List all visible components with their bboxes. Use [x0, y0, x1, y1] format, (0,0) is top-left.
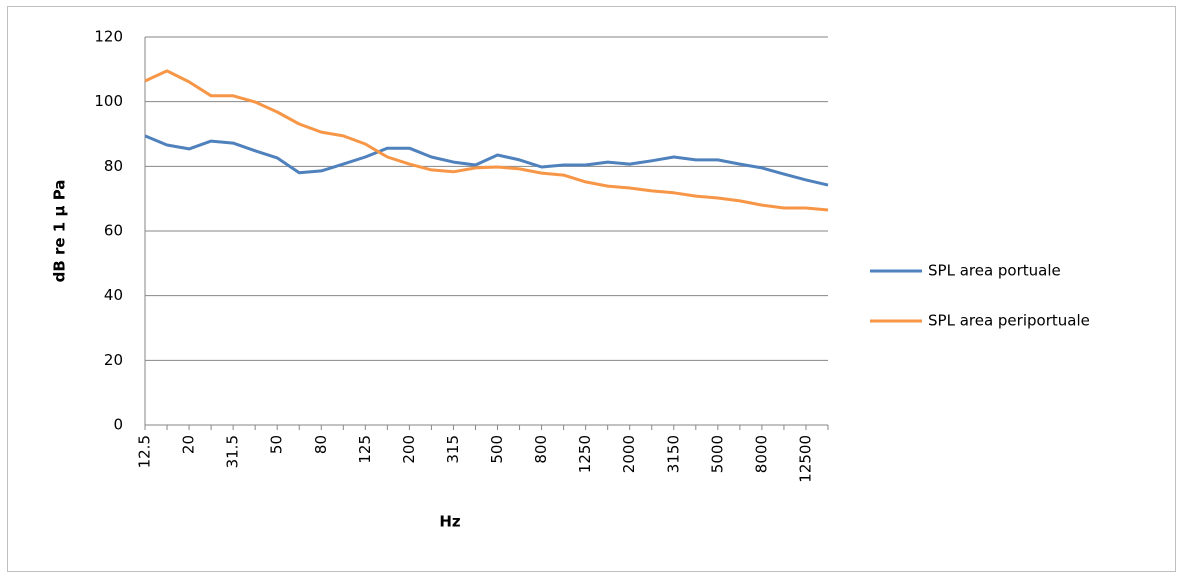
- x-tick-label: 125: [356, 435, 374, 464]
- chart-frame: [7, 6, 1176, 572]
- line-series: [144, 134, 829, 187]
- y-tick-label: 100: [94, 92, 123, 110]
- y-tick-label: 60: [104, 222, 123, 240]
- y-tick-label: 120: [94, 28, 123, 46]
- y-tick-label: 40: [104, 286, 123, 304]
- x-tick-label: 500: [488, 435, 506, 464]
- x-axis-title: Hz: [439, 513, 461, 531]
- x-tick-label: 315: [444, 435, 462, 464]
- line-series: [144, 69, 829, 212]
- legend-label: SPL area portuale: [928, 262, 1061, 280]
- x-tick-label: 20: [180, 435, 198, 454]
- x-tick-label: 800: [532, 435, 550, 464]
- x-tick-label: 200: [400, 435, 418, 464]
- x-tick-label: 50: [268, 435, 286, 454]
- x-tick-label: 8000: [752, 435, 770, 473]
- x-tick-label: 3150: [664, 435, 682, 473]
- x-tick-label: 1250: [576, 435, 594, 473]
- x-tick-label: 31.5: [224, 435, 242, 468]
- x-tick-label: 12.5: [136, 435, 154, 468]
- legend-label: SPL area periportuale: [928, 312, 1090, 330]
- y-tick-label: 80: [104, 157, 123, 175]
- x-tick-label: 80: [312, 435, 330, 454]
- x-tick-label: 5000: [708, 435, 726, 473]
- y-tick-label: 20: [104, 351, 123, 369]
- y-tick-label: 0: [113, 416, 123, 434]
- x-tick-label: 12500: [796, 435, 814, 483]
- y-axis-title: dB re 1 µ Pa: [51, 180, 69, 283]
- x-tick-label: 2000: [620, 435, 638, 473]
